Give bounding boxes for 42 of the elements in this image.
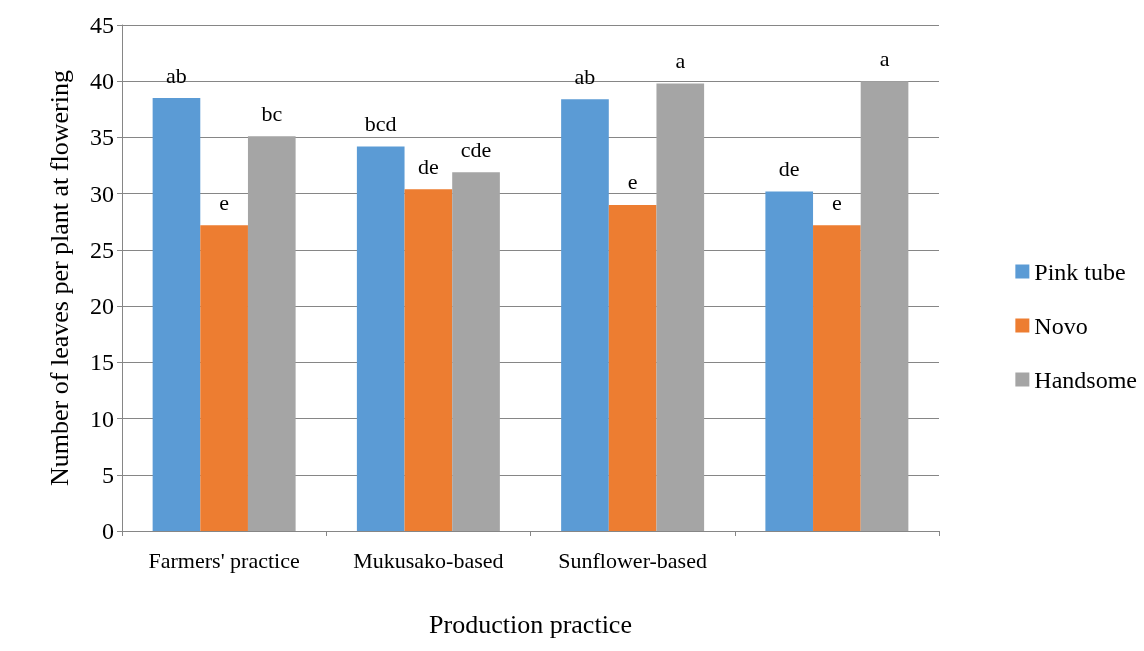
x-tick-label: Farmers' practice bbox=[148, 547, 300, 573]
bar bbox=[452, 172, 500, 531]
bar bbox=[152, 98, 201, 531]
data-label: ab bbox=[574, 63, 596, 89]
data-label: bc bbox=[261, 100, 283, 126]
bar bbox=[860, 81, 909, 531]
data-label: de bbox=[417, 153, 439, 179]
y-tick-label: 10 bbox=[90, 405, 114, 432]
bar bbox=[608, 204, 657, 531]
y-tick-label: 20 bbox=[90, 293, 114, 320]
y-tick-label: 45 bbox=[90, 12, 114, 38]
legend-label: Pink tube bbox=[1034, 258, 1126, 285]
x-axis-title: Production practice bbox=[429, 609, 632, 639]
y-tick-label: 25 bbox=[90, 236, 114, 263]
bar bbox=[813, 225, 861, 531]
bar bbox=[356, 146, 405, 531]
data-label: a bbox=[675, 47, 686, 73]
legend-label: Handsome bbox=[1034, 366, 1138, 393]
bar bbox=[561, 99, 609, 531]
bar bbox=[656, 83, 705, 531]
bar bbox=[247, 136, 296, 531]
data-label: e bbox=[831, 189, 842, 215]
bar bbox=[765, 191, 814, 531]
y-tick-label: 40 bbox=[90, 68, 114, 95]
data-label: bcd bbox=[364, 110, 397, 136]
x-tick-label: Sunflower-based bbox=[558, 547, 707, 573]
data-label: cde bbox=[460, 136, 492, 162]
y-axis-title: Number of leaves per plant at flowering bbox=[44, 70, 74, 486]
bar bbox=[404, 189, 453, 531]
data-label: de bbox=[778, 155, 800, 181]
legend-label: Novo bbox=[1034, 312, 1088, 339]
bar bbox=[200, 225, 248, 531]
y-tick-label: 30 bbox=[90, 180, 114, 207]
data-label: a bbox=[879, 45, 890, 71]
y-tick-label: 5 bbox=[102, 461, 114, 488]
data-label: ab bbox=[166, 62, 187, 88]
x-tick-label: Mukusako-based bbox=[353, 547, 504, 573]
data-label: e bbox=[219, 189, 230, 215]
data-label: e bbox=[627, 169, 638, 195]
y-tick-label: 35 bbox=[90, 124, 114, 151]
y-tick-label: 15 bbox=[90, 349, 114, 376]
y-tick-label: 0 bbox=[102, 518, 114, 544]
